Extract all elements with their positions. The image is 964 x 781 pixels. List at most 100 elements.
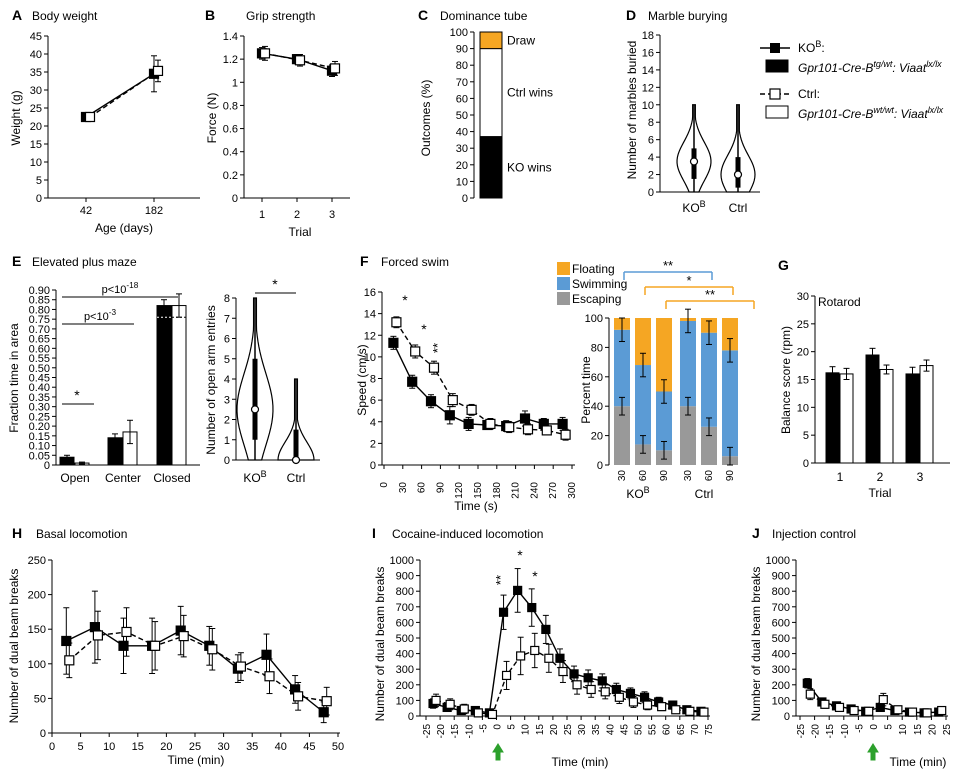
panel-e2-sig-star: * (272, 276, 278, 292)
panel-i-ctrl-point (642, 700, 653, 710)
panel-j-x-tick-label: -25 (796, 724, 807, 739)
panel-i-ko-point (513, 585, 523, 596)
panel-f-star: * (421, 321, 427, 337)
panel-g-y-tick-label: 30 (797, 291, 809, 303)
panel-label-I: I (372, 525, 376, 541)
panel-b-ctrl-point (294, 55, 306, 66)
panel-e2-ko-median (250, 405, 260, 414)
panel-i-y-tick-label: 900 (396, 571, 414, 583)
panel-i-ctrl-point (699, 707, 709, 717)
panel-f2-escaping-segment (614, 406, 630, 465)
panel-label-J: J (752, 525, 760, 541)
panel-c-y-tick-label: 10 (456, 176, 468, 188)
panel-i-x-tick-label: -20 (436, 724, 447, 739)
panel-b-y-tick-label: 0.4 (223, 147, 238, 159)
panel-f2-swimming-segment (614, 329, 630, 407)
panel-f2-x-tick-label: 90 (725, 470, 736, 482)
panel-g-ko-bar (865, 354, 880, 464)
panel-a-y-tick-label: 35 (30, 67, 42, 79)
panel-label-H: H (12, 525, 22, 541)
panel-g-ctrl-bar (879, 368, 894, 464)
panel-g-ctrl-bar (839, 373, 854, 464)
panel-j-ctrl-point (834, 702, 845, 713)
panel-f2-sig-star: ** (705, 287, 715, 302)
panel-i-ko-point (583, 673, 593, 683)
panel-i-x-tick-label: 50 (634, 724, 645, 736)
panel-i-ko-point (611, 684, 621, 695)
panel-label-A: A (12, 7, 22, 23)
panel-g-y-tick-label: 0 (803, 458, 809, 470)
panel-e2-y-tick-label: 6 (224, 334, 230, 346)
panel-h-y-tick-label: 50 (34, 693, 46, 705)
panel-c-y-tick-label: 90 (456, 44, 468, 56)
panel-g-y-tick-label: 10 (797, 402, 809, 414)
panel-i-ctrl-point (558, 666, 568, 677)
panel-f2-group-label: KOB (626, 485, 649, 501)
panel-j-y-label: Number of dual beam breaks (749, 567, 763, 722)
panel-f2-x-tick-label: 90 (659, 470, 670, 482)
panel-g-x-label: Trial (869, 486, 892, 500)
panel-f-ctrl-point (522, 424, 534, 435)
panel-h-y-tick-label: 0 (40, 728, 46, 740)
panel-g-y-tick-label: 5 (803, 430, 809, 442)
panel-a-x-label: Age (days) (95, 221, 153, 235)
panel-e-y-tick-label: 0.40 (29, 382, 50, 394)
panel-f2-legend-swatch (557, 292, 570, 305)
panel-h-y-label: Number of dual beam breaks (7, 569, 21, 724)
panel-f-x-tick-label: 90 (435, 482, 446, 494)
panel-i-x-tick-label: 65 (676, 724, 687, 736)
legend-ko-swatch (765, 59, 789, 73)
panel-e-y-tick-label: 0.80 (29, 304, 50, 316)
panel-h-ctrl-point (92, 630, 104, 641)
panel-i-ctrl-point (600, 687, 610, 697)
panel-e-y-tick-label: 0.70 (29, 324, 50, 336)
panel-j-y-tick-label: 1000 (766, 555, 790, 567)
panel-g-y-tick-label: 25 (797, 319, 809, 331)
panel-f-ko-point (557, 418, 568, 430)
panel-i-ctrl-point (473, 708, 483, 718)
panel-g-ko-bar (825, 372, 840, 464)
panel-h-x-tick-label: 0 (49, 741, 55, 753)
panel-i-y-tick-label: 600 (396, 617, 414, 629)
panel-h-x-tick-label: 30 (217, 741, 229, 753)
panel-a-y-tick-label: 10 (30, 157, 42, 169)
panel-b-ctrl-point (329, 63, 341, 74)
panel-i-ctrl-point (614, 692, 624, 702)
panel-f-y-tick-label: 8 (370, 374, 376, 386)
panel-f-ctrl-point (541, 425, 552, 436)
panel-a-y-tick-label: 15 (30, 139, 42, 151)
panel-e-y-tick-label: 0.10 (29, 441, 50, 453)
panel-e-y-tick-label: 0.60 (29, 343, 50, 355)
panel-i-ctrl-point (572, 680, 582, 690)
panel-j-ko-point (802, 678, 812, 688)
panel-e2-y-tick-label: 5 (224, 354, 230, 366)
panel-f-star: ** (430, 343, 445, 353)
panel-e2-y-tick-label: 1 (224, 435, 230, 447)
panel-e-y-tick-label: 0.30 (29, 402, 50, 414)
panel-c-segment (479, 48, 503, 138)
panel-e-y-tick-label: 0.05 (29, 450, 50, 462)
panel-i-x-tick-label: 20 (549, 724, 560, 736)
panel-a-y-tick-label: 25 (30, 103, 42, 115)
panel-i-ctrl-point (459, 704, 469, 714)
panel-i-x-tick-label: 10 (521, 724, 532, 736)
panel-i-ctrl-point (445, 699, 455, 709)
panel-c-y-tick-label: 50 (456, 110, 468, 122)
panel-title: Basal locomotion (36, 527, 127, 541)
panel-h-x-tick-label: 10 (103, 741, 115, 753)
panel-i-ctrl-point (501, 670, 512, 681)
panel-h-x-tick-label: 45 (303, 741, 315, 753)
panel-c-segment-label: KO wins (507, 160, 552, 174)
panel-h-ctrl-point (264, 671, 275, 682)
legend-ko-genotype: Gpr101-Cre-Btg/wt: Viaatlx/lx (798, 59, 942, 75)
legend-ctrl-marker (769, 88, 781, 100)
panel-i-ko-point (541, 624, 551, 635)
panel-f2-x-tick-label: 30 (683, 470, 694, 482)
panel-title: Cocaine-induced locomotion (392, 527, 543, 541)
panel-e2-ko-iqr-box (252, 358, 258, 440)
panel-d-y-tick-label: 4 (648, 152, 654, 164)
panel-i-y-tick-label: 400 (396, 649, 414, 661)
panel-d-y-tick-label: 14 (642, 65, 654, 77)
panel-f-y-tick-label: 0 (370, 460, 376, 472)
panel-h-x-tick-label: 25 (189, 741, 201, 753)
